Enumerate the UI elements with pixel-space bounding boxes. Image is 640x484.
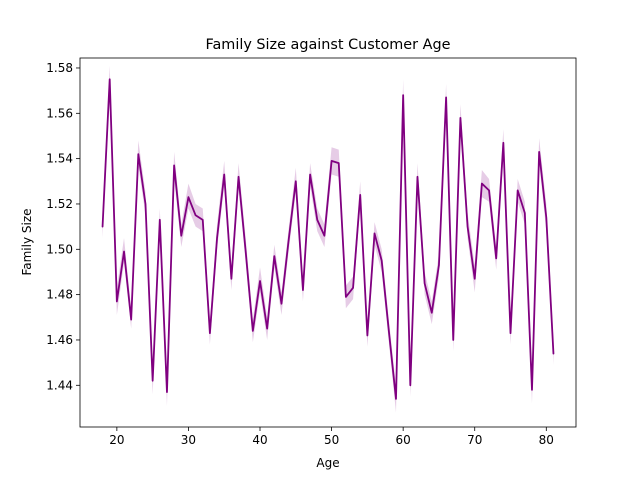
x-axis-label: Age — [316, 456, 339, 470]
x-tick-label: 40 — [252, 433, 267, 447]
x-tick-label: 80 — [539, 433, 554, 447]
chart-title: Family Size against Customer Age — [206, 37, 451, 53]
y-tick-label: 1.56 — [46, 106, 73, 120]
y-axis-label: Family Size — [20, 208, 34, 275]
y-tick-label: 1.54 — [46, 152, 73, 166]
x-axis: 20 30 40 50 60 70 80 — [109, 427, 554, 447]
x-tick-label: 30 — [181, 433, 196, 447]
y-tick-label: 1.46 — [46, 333, 73, 347]
y-tick-label: 1.58 — [46, 61, 73, 75]
y-tick-label: 1.44 — [46, 378, 73, 392]
series-line-layer — [101, 78, 555, 400]
y-tick-label: 1.50 — [46, 242, 73, 256]
confidence-band-layer — [102, 65, 554, 413]
y-axis: 1.44 1.46 1.48 1.50 1.52 1.54 1.56 1.58 — [46, 61, 80, 392]
y-tick-label: 1.52 — [46, 197, 73, 211]
x-tick-label: 50 — [324, 433, 339, 447]
plot-area-frame — [79, 57, 577, 428]
confidence-band — [102, 65, 554, 413]
x-tick-label: 20 — [109, 433, 124, 447]
series-line — [101, 78, 555, 400]
x-tick-label: 60 — [396, 433, 411, 447]
x-tick-label: 70 — [467, 433, 482, 447]
y-tick-label: 1.48 — [46, 288, 73, 302]
